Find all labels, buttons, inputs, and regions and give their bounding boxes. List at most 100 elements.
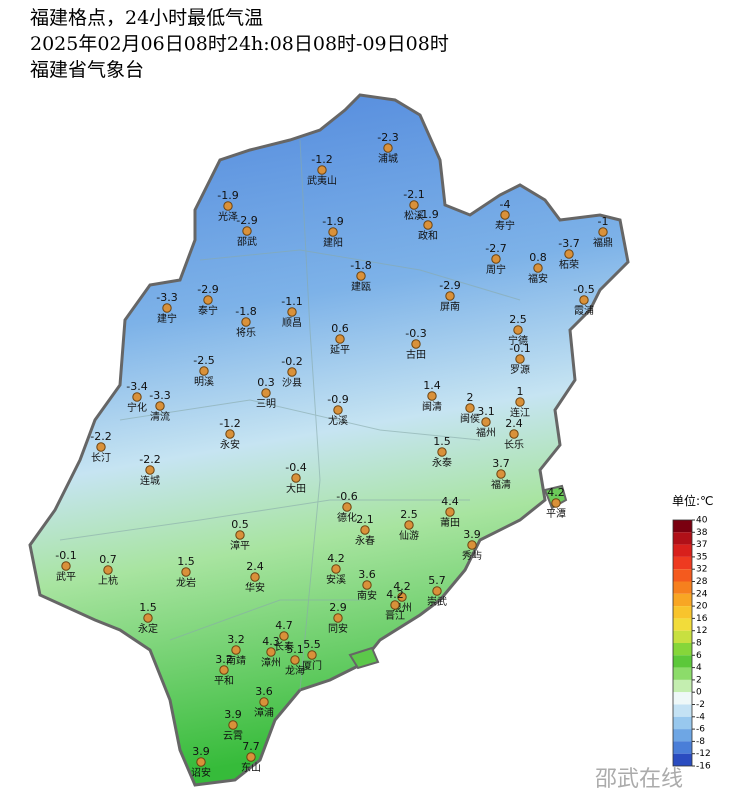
station-value: -4 — [500, 198, 511, 211]
station-value: -3.3 — [149, 389, 170, 402]
station-value: -1.9 — [322, 215, 343, 228]
station-name: 泰宁 — [198, 304, 218, 317]
station-dot — [181, 567, 191, 577]
island — [543, 484, 568, 510]
county-borders — [59, 139, 521, 691]
station-dot — [404, 520, 414, 530]
station-value: 4.2 — [393, 580, 411, 593]
station-name: 三明 — [256, 398, 276, 410]
station-name: 永泰 — [432, 456, 452, 469]
station-dot — [223, 201, 233, 211]
legend-swatch — [673, 729, 692, 742]
station-dot — [335, 334, 345, 344]
station-name: 福清 — [491, 478, 511, 491]
station-value: 0.5 — [231, 518, 249, 531]
station-name: 宁德 — [508, 334, 528, 347]
station-value: 3.1 — [477, 405, 495, 418]
subtitle: 2025年02月06日08时24h:08日08时-09日08时 — [30, 33, 449, 55]
station-value: 3.9 — [463, 528, 481, 541]
station-dot — [96, 442, 106, 452]
station-value: -1.2 — [311, 153, 332, 166]
station-dot — [423, 220, 433, 230]
station-name: 华安 — [245, 581, 265, 594]
legend-label: 0 — [696, 688, 702, 698]
station-dot — [331, 564, 341, 574]
station-name: 南靖 — [226, 654, 246, 667]
station-name: 松溪 — [404, 209, 424, 222]
legend-swatch — [673, 630, 692, 643]
station-name: 武平 — [56, 570, 76, 583]
legend-label: -2 — [696, 700, 705, 710]
station-name: 建阳 — [323, 236, 343, 249]
issuer: 福建省气象台 — [30, 59, 144, 81]
station-value: 1.5 — [433, 435, 451, 448]
station-name: 屏南 — [440, 300, 460, 313]
station-value: -2.9 — [236, 214, 257, 227]
station-dot — [383, 143, 393, 153]
station-value: -0.2 — [281, 355, 302, 368]
station-name: 东山 — [241, 761, 261, 774]
legend-label: -16 — [696, 762, 711, 772]
station-name: 云霄 — [223, 730, 243, 742]
station-name: 诏安 — [191, 766, 211, 779]
station-name: 平和 — [214, 675, 234, 687]
station-value: -2.9 — [439, 279, 460, 292]
station-dot — [564, 249, 574, 259]
legend-title: 单位:℃ — [672, 493, 714, 508]
station-value: -0.1 — [509, 342, 530, 355]
station-name: 尤溪 — [328, 414, 348, 427]
station-value: -1.9 — [217, 189, 238, 202]
station-dot — [481, 417, 491, 427]
station-value: 1.5 — [139, 601, 157, 614]
station-value: 4.7 — [275, 619, 293, 632]
station-value: 0.6 — [331, 322, 349, 335]
station-name: 明溪 — [194, 376, 214, 388]
legend-swatch — [673, 606, 692, 619]
station-dot — [598, 227, 608, 237]
station-name: 连江 — [510, 406, 530, 419]
station-dot — [250, 572, 260, 582]
legend-label: 6 — [696, 651, 702, 661]
legend-swatch — [673, 679, 692, 693]
station-name: 德化 — [337, 511, 357, 524]
station-value: 4.2 — [327, 552, 345, 565]
station-name: 龙岩 — [176, 576, 196, 589]
legend-label: 37 — [696, 540, 707, 550]
legend-label: 2 — [696, 675, 702, 685]
station-dot — [360, 525, 370, 535]
station-name: 漳平 — [230, 539, 250, 552]
station-name: 建宁 — [157, 312, 177, 325]
station-value: 4.3 — [262, 635, 280, 648]
station-dot — [287, 367, 297, 377]
station-value: 2 — [467, 391, 474, 404]
station-dot — [467, 540, 477, 550]
legend-swatch — [673, 704, 692, 717]
station-name: 邵武 — [237, 235, 257, 248]
station-name: 宁化 — [127, 401, 147, 414]
legend-label: -12 — [696, 749, 711, 759]
station-name: 大田 — [286, 482, 306, 495]
station-dot — [356, 271, 366, 281]
legend-swatch — [673, 753, 692, 766]
station-dot — [390, 600, 400, 610]
legend-swatch — [673, 667, 692, 680]
station-value: 2.4 — [505, 417, 523, 430]
legend-label: 38 — [696, 528, 708, 538]
station-value: 0.8 — [529, 251, 547, 264]
station-value: -2.2 — [90, 430, 111, 443]
station-name: 龙海 — [285, 664, 305, 677]
station-value: 4.4 — [441, 495, 459, 508]
station-name: 长乐 — [504, 439, 524, 451]
station-dot — [445, 507, 455, 517]
station-dot — [242, 226, 252, 236]
station-dot — [132, 392, 142, 402]
legend-swatch — [673, 520, 692, 533]
station-dot — [287, 307, 297, 317]
station-name: 莆田 — [440, 516, 460, 529]
station-dot — [235, 530, 245, 540]
station-name: 漳州 — [261, 656, 281, 669]
legend-label: -6 — [696, 725, 705, 735]
station-name: 晋江 — [385, 610, 405, 622]
station-value: -2.7 — [485, 242, 506, 255]
station-name: 福安 — [528, 272, 548, 285]
